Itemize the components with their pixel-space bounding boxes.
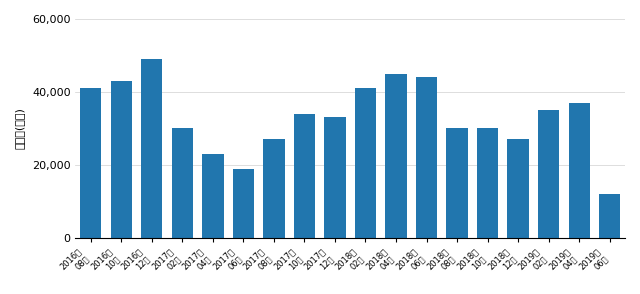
Bar [385,74,406,238]
Bar [233,168,254,238]
Bar [324,117,346,238]
Bar [111,81,132,238]
Bar [80,88,101,238]
Bar [294,114,315,238]
Bar [202,154,223,238]
Bar [446,128,468,238]
Bar [263,139,285,238]
Bar [568,103,590,238]
Bar [477,128,499,238]
Y-axis label: 거래량(건수): 거래량(건수) [15,107,25,149]
Bar [141,59,163,238]
Bar [416,77,437,238]
Bar [599,194,620,238]
Bar [508,139,529,238]
Bar [172,128,193,238]
Bar [538,110,559,238]
Bar [355,88,376,238]
